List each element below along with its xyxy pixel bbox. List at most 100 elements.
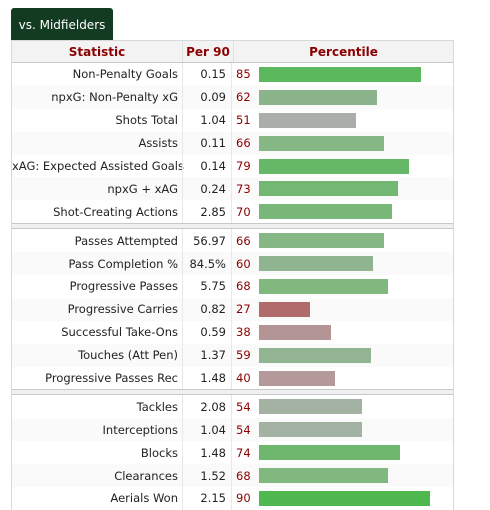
percentile-bar-track xyxy=(259,468,449,484)
percentile-value: 90 xyxy=(236,491,251,506)
stat-name: Pass Completion % xyxy=(68,256,178,271)
percentile-bar-track xyxy=(259,370,449,386)
stat-name: Assists xyxy=(138,136,178,151)
per90-value: 84.5% xyxy=(182,252,232,276)
stat-name: Touches (Att Pen) xyxy=(78,348,178,363)
percentile-value: 70 xyxy=(236,204,251,219)
per90-value: 0.82 xyxy=(182,297,232,321)
percentile-cell: 62 xyxy=(232,86,453,109)
percentile-cell: 90 xyxy=(232,487,453,510)
percentile-value: 59 xyxy=(236,348,251,363)
percentile-cell: 54 xyxy=(232,418,453,441)
table-body: Non-Penalty Goals 0.15 85 npxG: Non-Penalty… xyxy=(12,63,453,510)
stat-name: npxG + xAG xyxy=(107,181,178,196)
table-row: Progressive Passes Rec 1.48 40 xyxy=(12,366,453,390)
percentile-bar xyxy=(259,399,362,415)
table-row: Tackles 2.08 54 xyxy=(12,395,453,419)
percentile-value: 68 xyxy=(236,279,251,294)
per90-value: 1.37 xyxy=(182,343,232,367)
percentile-bar xyxy=(259,445,400,461)
table-row: Shot-Creating Actions 2.85 70 xyxy=(12,200,453,224)
percentile-value: 40 xyxy=(236,371,251,386)
percentile-bar xyxy=(259,301,311,317)
percentile-bar-track xyxy=(259,490,449,506)
percentile-cell: 68 xyxy=(232,464,453,487)
percentile-bar xyxy=(259,422,362,438)
per90-value: 0.15 xyxy=(182,63,232,86)
percentile-value: 74 xyxy=(236,445,251,460)
table-row: Progressive Carries 0.82 27 xyxy=(12,297,453,321)
percentile-cell: 59 xyxy=(232,344,453,367)
percentile-bar xyxy=(259,370,335,386)
per90-value: 0.14 xyxy=(182,154,232,178)
tab-vs-midfielders[interactable]: vs. Midfielders xyxy=(11,8,113,41)
stat-name: Tackles xyxy=(136,399,178,414)
table-row: Assists 0.11 66 xyxy=(12,131,453,155)
percentile-cell: 66 xyxy=(232,132,453,155)
percentile-bar-track xyxy=(259,135,449,151)
percentile-value: 54 xyxy=(236,422,251,437)
percentile-cell: 38 xyxy=(232,321,453,344)
percentile-bar xyxy=(259,181,398,197)
percentile-cell: 66 xyxy=(232,229,453,252)
stat-name: Successful Take-Ons xyxy=(61,325,178,340)
percentile-bar xyxy=(259,278,389,294)
percentile-bar xyxy=(259,158,410,174)
percentile-value: 73 xyxy=(236,181,251,196)
percentile-table: Statistic Per 90 Percentile Non-Penalty … xyxy=(11,40,454,510)
header-statistic: Statistic xyxy=(68,44,126,59)
stat-name: xAG: Expected Assisted Goals xyxy=(12,159,184,173)
stat-name: Aerials Won xyxy=(110,491,178,506)
table-row: Interceptions 1.04 54 xyxy=(12,418,453,442)
per90-value: 56.97 xyxy=(182,229,232,253)
table-row: Progressive Passes 5.75 68 xyxy=(12,275,453,298)
per90-value: 2.85 xyxy=(182,200,232,224)
header-percentile: Percentile xyxy=(309,44,378,59)
stat-name: Shots Total xyxy=(115,113,178,128)
percentile-bar xyxy=(259,135,385,151)
percentile-value: 54 xyxy=(236,399,251,414)
per90-value: 2.15 xyxy=(182,487,232,510)
per90-value: 1.04 xyxy=(182,418,232,442)
percentile-bar xyxy=(259,112,356,128)
stat-name: Passes Attempted xyxy=(74,233,178,248)
percentile-value: 66 xyxy=(236,136,251,151)
stat-name: Progressive Passes Rec xyxy=(45,371,178,386)
stat-name: Clearances xyxy=(114,468,178,483)
percentile-cell: 79 xyxy=(232,155,453,178)
per90-value: 1.04 xyxy=(182,108,232,132)
percentile-cell: 74 xyxy=(232,441,453,464)
percentile-bar-track xyxy=(259,422,449,438)
percentile-value: 62 xyxy=(236,90,251,105)
percentile-bar-track xyxy=(259,256,449,272)
percentile-bar-track xyxy=(259,301,449,317)
percentile-bar-track xyxy=(259,181,449,197)
percentile-bar xyxy=(259,347,372,363)
percentile-cell: 60 xyxy=(232,252,453,275)
percentile-bar-track xyxy=(259,112,449,128)
percentile-bar-track xyxy=(259,89,449,105)
stat-name: Blocks xyxy=(140,445,178,460)
stat-name: npxG: Non-Penalty xG xyxy=(51,90,178,105)
percentile-value: 85 xyxy=(236,67,251,82)
percentile-bar-track xyxy=(259,399,449,415)
percentile-bar xyxy=(259,204,392,220)
per90-value: 0.09 xyxy=(182,85,232,109)
percentile-bar-track xyxy=(259,347,449,363)
percentile-value: 68 xyxy=(236,468,251,483)
percentile-bar xyxy=(259,468,389,484)
percentile-cell: 73 xyxy=(232,177,453,200)
table-header: Statistic Per 90 Percentile xyxy=(12,41,453,63)
table-row: Passes Attempted 56.97 66 xyxy=(12,229,453,253)
percentile-value: 27 xyxy=(236,302,251,317)
per90-value: 0.59 xyxy=(182,320,232,344)
table-row: Clearances 1.52 68 xyxy=(12,464,453,488)
percentile-bar-track xyxy=(259,233,449,249)
percentile-bar-track xyxy=(259,66,449,82)
percentile-value: 51 xyxy=(236,113,251,128)
per90-value: 0.11 xyxy=(182,131,232,155)
group-divider xyxy=(12,389,453,396)
table-row: Shots Total 1.04 51 xyxy=(12,108,453,132)
table-row: Pass Completion % 84.5% 60 xyxy=(12,252,453,276)
table-row: xAG: Expected Assisted Goals 0.14 79 xyxy=(12,154,453,178)
